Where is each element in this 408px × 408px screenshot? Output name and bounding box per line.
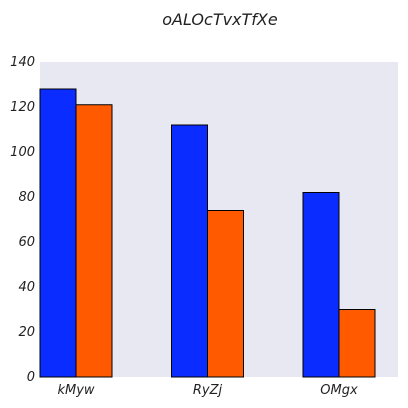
bar-kMyw-series-2 [75,104,113,378]
bar-kMyw-series-1 [39,88,77,378]
chart-title: oALOcTvxTfXe [162,10,278,29]
bar-RyZj-series-1 [171,124,208,378]
y-tick-label: 80 [18,190,35,205]
y-tick-label: 0 [27,370,35,385]
y-tick-label: 140 [10,55,35,70]
bar-RyZj-series-2 [207,210,244,378]
y-axis: 0 20 40 60 80 100 120 140 [10,55,35,385]
bar-OMgx-series-2 [338,309,376,378]
x-tick-label: OMgx [320,383,358,398]
y-tick-label: 60 [18,235,35,250]
y-tick-label: 40 [18,280,35,295]
y-tick-label: 20 [18,325,35,340]
x-tick-label: RyZj [193,383,223,398]
y-tick-label: 120 [10,100,35,115]
bar-OMgx-series-1 [302,192,340,378]
y-tick-label: 100 [10,145,35,160]
x-tick-label: kMyw [57,383,94,398]
x-axis: kMyw RyZj OMgx [57,383,358,398]
bars-group [39,88,376,378]
